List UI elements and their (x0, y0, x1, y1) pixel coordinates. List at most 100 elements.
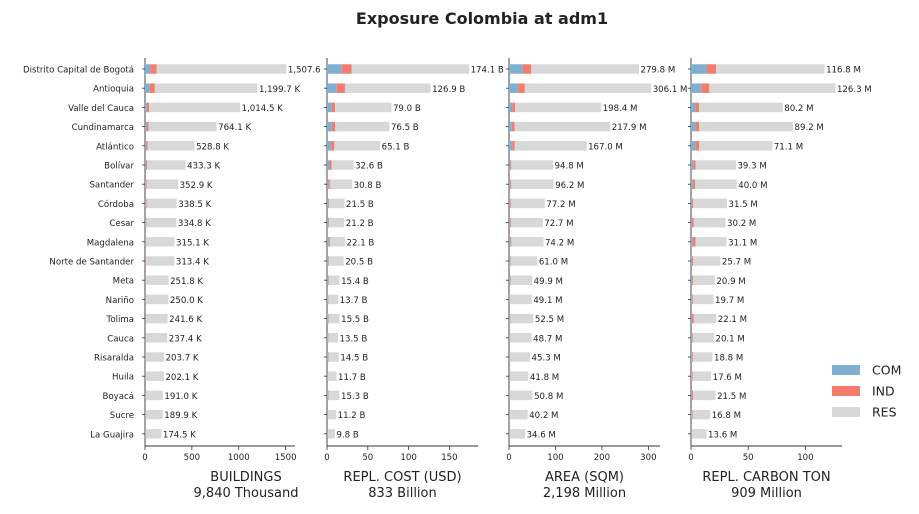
bar-res (511, 275, 533, 285)
bar-com (509, 83, 518, 93)
data-label: 126.3 M (837, 85, 872, 95)
bar-res (328, 352, 338, 362)
bar-res (329, 218, 344, 228)
bar-res (511, 199, 545, 209)
bar-com (509, 391, 510, 401)
data-label: 528.8 K (196, 142, 229, 152)
bar-res (511, 237, 543, 247)
bar-com (509, 179, 510, 189)
data-label: 15.5 B (341, 315, 369, 325)
category-tick-label: Córdoba (98, 199, 134, 210)
bar-res (155, 83, 258, 93)
bar-ind (510, 391, 511, 401)
data-label: 174.5 K (163, 430, 196, 440)
data-label: 41.8 M (530, 373, 559, 383)
bar-ind (512, 103, 515, 113)
bar-res (693, 199, 727, 209)
bar-com (509, 103, 512, 113)
data-label: 338.5 K (178, 200, 211, 210)
bar-ind (147, 103, 149, 113)
bar-res (328, 295, 338, 305)
bar-com (327, 352, 328, 362)
data-label: 61.0 M (539, 258, 568, 268)
data-label: 9.8 B (336, 430, 358, 440)
bar-ind (328, 218, 329, 228)
bar-res (146, 410, 163, 420)
data-label: 202.1 K (165, 373, 198, 383)
bar-ind (692, 295, 693, 305)
bar-ind (329, 160, 331, 170)
x-axis-sublabel: 833 Billion (368, 486, 437, 501)
bar-res (330, 179, 352, 189)
bar-com (145, 256, 146, 266)
data-label: 21.5 B (346, 200, 374, 210)
data-label: 77.2 M (546, 200, 575, 210)
x-tick-label: 50 (362, 453, 373, 463)
bar-com (327, 83, 337, 93)
bar-res (146, 314, 168, 324)
bar-com (327, 103, 332, 113)
bar-res (146, 391, 163, 401)
x-tick-label: 300 (640, 453, 656, 463)
bar-ind (692, 429, 693, 439)
bar-res (328, 371, 336, 381)
bar-ind (146, 199, 147, 209)
bar-ind (510, 333, 511, 343)
category-tick-label: Bolívar (104, 162, 134, 172)
data-label: 15.3 B (341, 392, 369, 402)
bar-res (147, 179, 178, 189)
data-label: 17.6 M (713, 373, 742, 383)
bar-res (510, 410, 528, 420)
bar-res (351, 64, 469, 74)
bar-res (334, 141, 380, 151)
bar-com (691, 218, 692, 228)
category-tick-label: Norte de Santander (49, 258, 134, 268)
bar-ind (146, 237, 147, 247)
bar-res (693, 256, 720, 266)
data-label: 15.4 B (341, 277, 369, 287)
data-label: 30.2 M (727, 219, 756, 229)
bar-res (331, 160, 353, 170)
bar-res (157, 64, 287, 74)
category-tick-label: Santander (89, 181, 134, 191)
data-label: 764.1 K (218, 123, 251, 133)
bar-ind (146, 275, 147, 285)
x-axis-label: REPL. CARBON TON (702, 470, 830, 485)
bar-res (146, 371, 164, 381)
bar-res (510, 371, 528, 381)
bar-com (145, 199, 146, 209)
bar-res (328, 333, 338, 343)
bar-ind (329, 179, 330, 189)
category-tick-label: Valle del Cauca (68, 104, 134, 114)
bar-ind (328, 333, 329, 343)
bar-ind (510, 160, 511, 170)
data-label: 79.0 B (393, 104, 421, 114)
bar-res (329, 256, 344, 266)
data-label: 315.1 K (176, 238, 209, 248)
x-axis-sublabel: 9,840 Thousand (194, 486, 299, 501)
bar-ind (328, 199, 329, 209)
bar-res (329, 314, 340, 324)
data-label: 50.8 M (534, 392, 563, 402)
bar-res (515, 122, 611, 132)
bar-com (145, 141, 146, 151)
bar-ind (510, 218, 511, 228)
data-label: 80.2 M (784, 104, 813, 114)
legend-label-res: RES (872, 405, 897, 420)
bar-ind (331, 141, 334, 151)
bar-ind (701, 83, 709, 93)
bar-ind (146, 141, 147, 151)
x-tick-label: 100 (547, 453, 563, 463)
bar-com (691, 103, 696, 113)
bar-ind (329, 237, 330, 247)
category-tick-label: La Guajira (90, 430, 134, 440)
bar-ind (510, 314, 511, 324)
data-label: 167.0 M (588, 142, 623, 152)
bar-com (509, 352, 510, 362)
bar-ind (145, 314, 146, 324)
bar-ind (696, 103, 699, 113)
data-label: 65.1 B (382, 142, 410, 152)
data-label: 25.7 M (722, 258, 751, 268)
